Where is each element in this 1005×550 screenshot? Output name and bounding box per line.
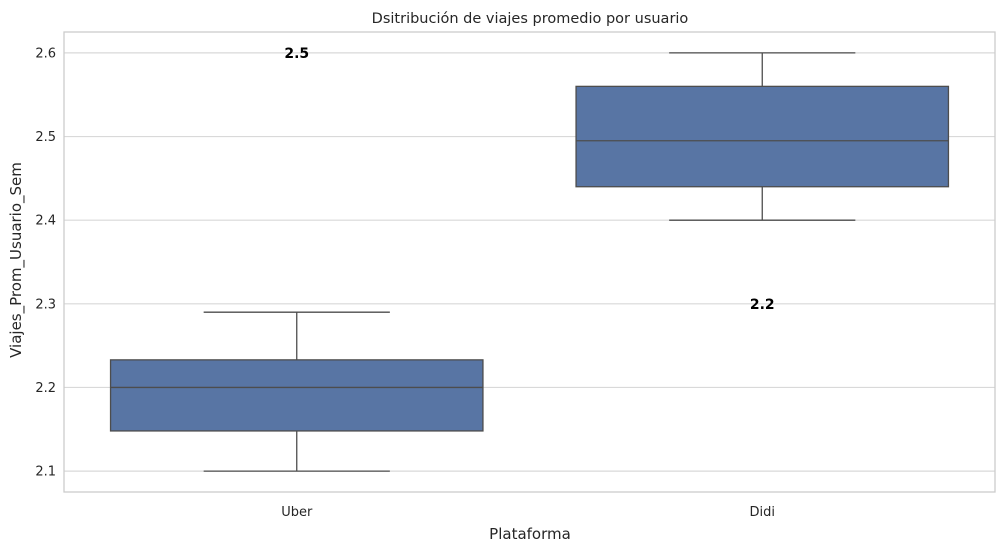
x-axis-ticks: Uber Didi bbox=[281, 505, 775, 520]
box-plots bbox=[109, 52, 950, 472]
chart-title: Dsitribución de viajes promedio por usua… bbox=[372, 11, 689, 27]
y-tick-label: 2.5 bbox=[35, 130, 56, 145]
box-didi bbox=[575, 52, 950, 221]
annotation-label: 2.2 bbox=[750, 297, 775, 313]
y-tick-label: 2.3 bbox=[35, 297, 56, 312]
y-tick-label: 2.2 bbox=[35, 381, 56, 396]
x-tick-label: Didi bbox=[750, 505, 776, 520]
box-iqr bbox=[575, 85, 950, 188]
y-axis-label: Viajes_Prom_Usuario_Sem bbox=[7, 162, 26, 358]
annotation-label: 2.5 bbox=[284, 46, 309, 62]
y-tick-label: 2.4 bbox=[35, 214, 56, 229]
x-axis-label: Plataforma bbox=[489, 525, 571, 543]
annotations: 2.5 2.2 bbox=[284, 46, 774, 313]
plot-frame bbox=[63, 31, 996, 493]
y-tick-label: 2.1 bbox=[35, 465, 56, 480]
box-iqr bbox=[109, 359, 484, 432]
box-uber bbox=[109, 311, 484, 472]
y-tick-label: 2.6 bbox=[35, 46, 56, 61]
y-axis-ticks: 2.1 2.2 2.3 2.4 2.5 2.6 bbox=[35, 46, 56, 479]
x-tick-label: Uber bbox=[281, 505, 313, 520]
